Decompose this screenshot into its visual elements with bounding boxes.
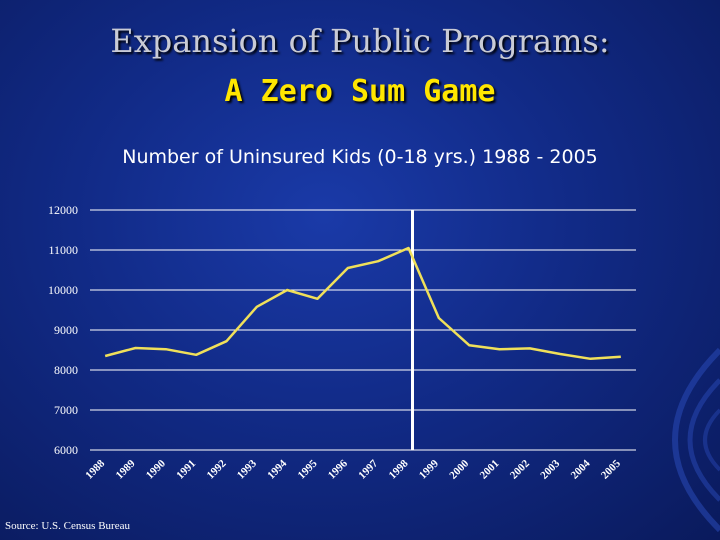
y-axis-ticks: 6000 7000 8000 9000 10000 11000 12000 <box>48 203 78 457</box>
x-tick-label: 2003 <box>538 457 562 481</box>
y-tick-label: 10000 <box>48 283 78 297</box>
x-tick-label: 1988 <box>83 457 107 481</box>
x-tick-label: 1997 <box>356 457 380 481</box>
y-tick-label: 7000 <box>54 403 78 417</box>
x-tick-label: 1995 <box>296 457 320 481</box>
x-tick-label: 1989 <box>114 457 138 481</box>
slide-subtitle: A Zero Sum Game <box>224 74 496 109</box>
x-tick-label: 2000 <box>447 457 471 481</box>
y-tick-label: 11000 <box>48 243 78 257</box>
x-tick-label: 1993 <box>235 457 259 481</box>
y-tick-label: 6000 <box>54 443 78 457</box>
chart-title: Number of Uninsured Kids (0-18 yrs.) 198… <box>122 146 598 168</box>
x-tick-label: 2001 <box>478 458 502 482</box>
y-tick-label: 12000 <box>48 203 78 217</box>
y-tick-label: 9000 <box>54 323 78 337</box>
y-tick-label: 8000 <box>54 363 78 377</box>
x-tick-label: 1990 <box>144 457 168 481</box>
x-tick-label: 1996 <box>326 457 350 481</box>
source-note: Source: U.S. Census Bureau <box>5 520 130 532</box>
x-tick-label: 1999 <box>417 457 441 481</box>
x-axis-ticks: 1988 1989 1990 1991 1992 1993 1994 1995 1996 1997… <box>83 457 623 481</box>
x-tick-label: 1991 <box>174 458 198 482</box>
x-tick-label: 1998 <box>387 457 411 481</box>
series-line-uninsured-kids <box>104 246 621 361</box>
grid-lines <box>90 209 636 411</box>
slide-title: Expansion of Public Programs: <box>110 22 610 60</box>
x-tick-label: 2002 <box>508 457 532 481</box>
decorative-arcs <box>672 347 720 533</box>
x-tick-label: 1994 <box>265 457 289 481</box>
x-tick-label: 1992 <box>205 457 229 481</box>
